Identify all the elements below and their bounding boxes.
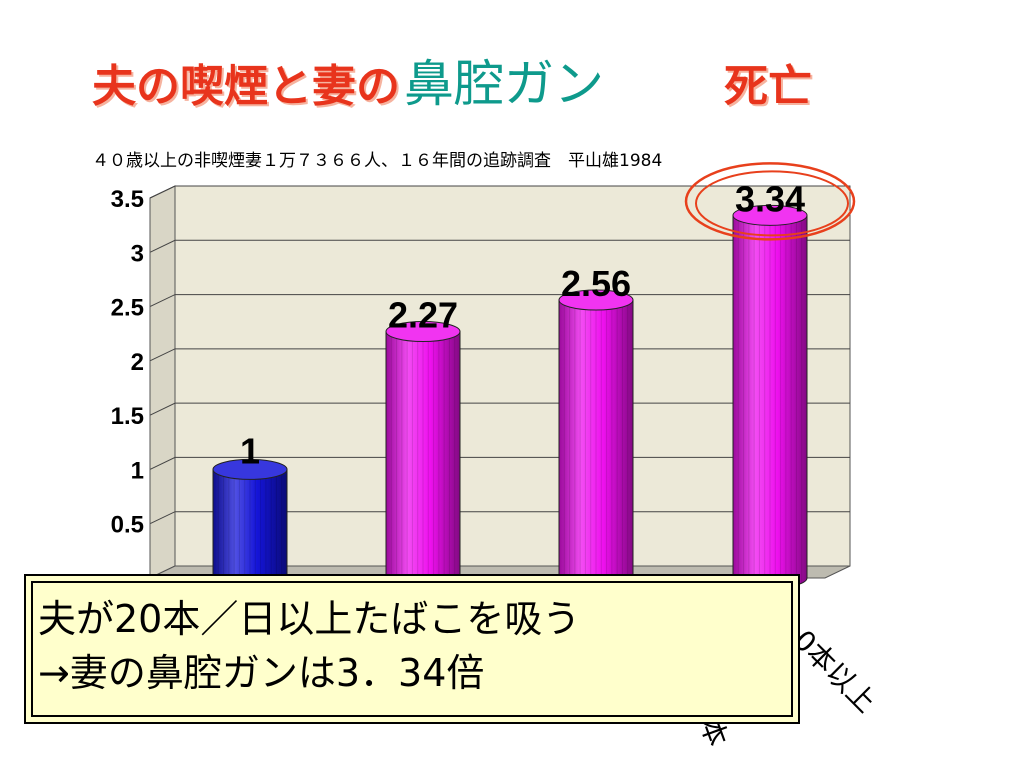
gridline [149, 185, 850, 199]
data-label: 2.56 [561, 263, 631, 304]
y-tick-label: 1.5 [111, 403, 144, 430]
callout-line-2: →妻の鼻腔ガンは3．34倍 [38, 651, 485, 695]
bar-cap [385, 321, 461, 343]
bar-4 [732, 204, 808, 589]
title-part1: 夫の喫煙と妻の [92, 61, 400, 112]
bar-cap [558, 289, 634, 311]
gridline [149, 239, 850, 253]
y-tick-label: 2 [131, 349, 144, 376]
callout-line-1: 夫が20本／日以上たばこを吸う [38, 597, 581, 641]
x-tick-label-4: 0本以上 [787, 624, 882, 719]
callout-inner-border [31, 581, 793, 717]
title-part3: 死亡 [724, 61, 812, 112]
y-tick-label: 0.5 [111, 512, 144, 539]
bar-cap [212, 458, 288, 480]
bar-3 [558, 289, 634, 589]
bar-2 [385, 321, 461, 589]
highlight-ring-inner [695, 170, 849, 237]
plot-side-wall [149, 185, 176, 579]
data-label: 2.27 [388, 295, 458, 336]
data-label: 1 [240, 430, 260, 471]
chart-subtitle: ４０歳以上の非喫煙妻１万７３６６人、１６年間の追跡調査 平山雄1984 [92, 151, 663, 171]
highlight-ring-outer [684, 162, 856, 241]
bar-1 [212, 458, 288, 589]
title-part2: 鼻腔ガン [404, 55, 604, 113]
data-label: 3.34 [735, 178, 805, 219]
y-tick-label: 3.5 [111, 186, 144, 213]
y-tick-label: 2.5 [111, 295, 144, 322]
y-tick-label: 1 [131, 457, 144, 484]
slide-title: 夫の喫煙と妻の鼻腔ガン 死亡 [92, 44, 812, 116]
bar-cap [732, 204, 808, 226]
callout-box: 夫が20本／日以上たばこを吸う →妻の鼻腔ガンは3．34倍 [24, 574, 800, 724]
y-tick-label: 3 [131, 240, 144, 267]
